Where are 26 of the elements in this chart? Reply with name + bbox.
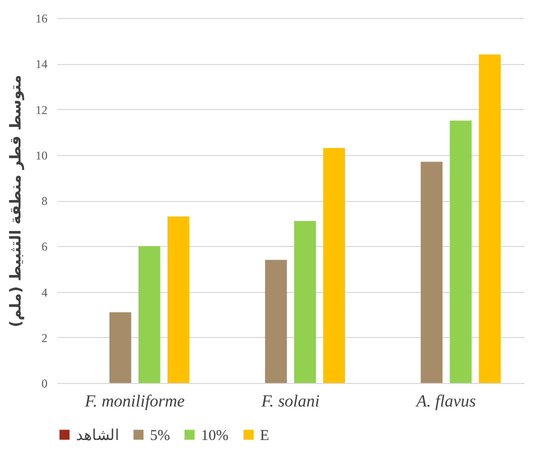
y-tick-label: 6 xyxy=(42,240,48,254)
y-tick-label: 0 xyxy=(42,376,48,390)
y-tick-label: 14 xyxy=(36,57,48,72)
y-tick-label: 2 xyxy=(42,330,48,345)
legend-label: 10% xyxy=(201,428,228,444)
bar xyxy=(168,216,190,383)
bar xyxy=(478,54,501,383)
bar xyxy=(294,221,316,383)
legend-label: الشاهد xyxy=(76,428,119,444)
y-tick-label: 12 xyxy=(36,102,48,117)
bar xyxy=(323,148,345,383)
bar xyxy=(109,312,132,383)
bar xyxy=(420,162,443,383)
y-tick-label: 16 xyxy=(36,12,48,26)
x-tick-label: A. flavus xyxy=(415,392,476,410)
legend-label: 5% xyxy=(150,428,170,444)
bar xyxy=(450,120,472,383)
legend-label: E xyxy=(260,428,270,444)
y-tick-label: 10 xyxy=(36,148,48,162)
y-axis-title: متوسط قطر منطقة التثبيط (ملم) xyxy=(6,74,24,328)
bar xyxy=(265,260,287,383)
y-tick-label: 8 xyxy=(42,194,48,208)
bar xyxy=(138,246,160,383)
x-tick-label: F. solani xyxy=(260,392,320,410)
x-tick-label: F. moniliforme xyxy=(84,392,186,410)
y-tick-label: 4 xyxy=(42,285,48,300)
